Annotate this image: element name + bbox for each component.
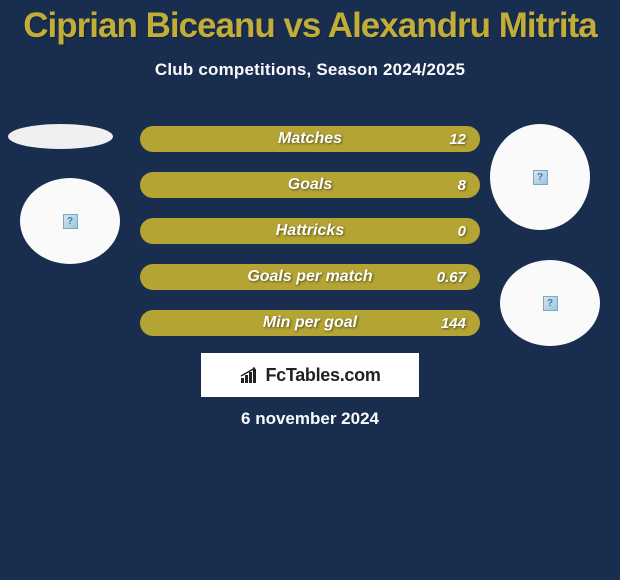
logo-box: FcTables.com	[201, 353, 419, 397]
player-right-circle-bottom: ?	[500, 260, 600, 346]
player-right-circle-top: ?	[490, 124, 590, 230]
player-left-circle: ?	[20, 178, 120, 264]
stat-label: Min per goal	[263, 314, 357, 332]
stat-row: Hattricks 0	[140, 218, 480, 244]
image-placeholder-icon: ?	[533, 170, 548, 185]
subtitle: Club competitions, Season 2024/2025	[0, 60, 620, 80]
stat-label: Hattricks	[276, 222, 344, 240]
stat-row: Goals per match 0.67	[140, 264, 480, 290]
logo-text: FcTables.com	[265, 365, 380, 386]
image-placeholder-icon: ?	[543, 296, 558, 311]
stat-row: Goals 8	[140, 172, 480, 198]
stats-container: Matches 12 Goals 8 Hattricks 0 Goals per…	[140, 126, 480, 356]
stat-label: Matches	[278, 130, 342, 148]
stat-value: 12	[449, 131, 466, 148]
stat-value: 0.67	[437, 269, 466, 286]
player-left-ellipse	[8, 124, 113, 149]
page-title: Ciprian Biceanu vs Alexandru Mitrita	[0, 6, 620, 46]
stat-value: 0	[458, 223, 466, 240]
stat-label: Goals	[288, 176, 332, 194]
logo-chart-icon	[239, 366, 261, 384]
stat-row: Matches 12	[140, 126, 480, 152]
stat-label: Goals per match	[247, 268, 372, 286]
stat-row: Min per goal 144	[140, 310, 480, 336]
header: Ciprian Biceanu vs Alexandru Mitrita Clu…	[0, 0, 620, 80]
date-text: 6 november 2024	[0, 409, 620, 429]
stat-value: 8	[458, 177, 466, 194]
image-placeholder-icon: ?	[63, 214, 78, 229]
stat-value: 144	[441, 315, 466, 332]
